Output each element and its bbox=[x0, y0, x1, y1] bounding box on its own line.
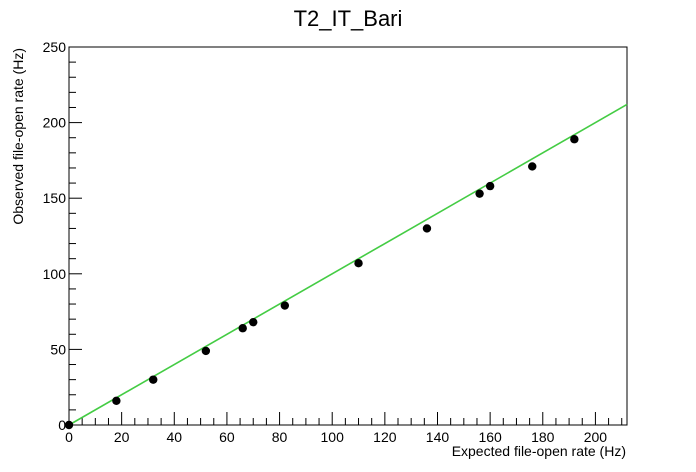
data-point bbox=[475, 189, 484, 198]
x-tick-label: 180 bbox=[531, 429, 555, 445]
x-tick-label: 60 bbox=[219, 429, 235, 445]
x-tick-label: 200 bbox=[584, 429, 608, 445]
data-point bbox=[201, 346, 211, 356]
data-point bbox=[280, 301, 290, 310]
y-tick-label: 250 bbox=[43, 39, 67, 55]
points-layer bbox=[64, 135, 579, 430]
y-tick-label: 100 bbox=[43, 266, 67, 282]
x-tick-label: 160 bbox=[478, 429, 502, 445]
data-point bbox=[238, 324, 247, 333]
x-tick-label: 120 bbox=[373, 429, 397, 445]
data-point bbox=[354, 259, 363, 268]
data-point bbox=[249, 317, 258, 327]
y-axis: 0 50 100 150 200 250 bbox=[43, 39, 82, 433]
data-point bbox=[570, 135, 579, 144]
x-tick-label: 100 bbox=[321, 429, 345, 445]
y-tick-label: 150 bbox=[43, 190, 67, 206]
x-tick-label: 0 bbox=[65, 429, 73, 445]
data-point bbox=[149, 375, 158, 384]
fit-line-layer bbox=[68, 103, 628, 426]
fit-line bbox=[68, 103, 628, 426]
x-tick-label: 140 bbox=[426, 429, 450, 445]
y-tick-label: 0 bbox=[58, 417, 66, 433]
plot-frame bbox=[68, 46, 628, 426]
x-axis-label: Expected file-open rate (Hz) bbox=[452, 443, 626, 459]
x-axis: 0 20 40 60 80 100 120 140 160 180 200 bbox=[65, 412, 623, 445]
data-point bbox=[528, 162, 537, 171]
y-axis-label: Observed file-open rate (Hz) bbox=[10, 48, 26, 225]
x-tick-label: 20 bbox=[114, 429, 130, 445]
x-tick-label: 80 bbox=[272, 429, 288, 445]
y-tick-label: 50 bbox=[50, 341, 66, 357]
y-tick-label: 200 bbox=[43, 115, 67, 131]
data-point bbox=[112, 396, 121, 406]
x-tick-label: 40 bbox=[166, 429, 182, 445]
data-point bbox=[422, 224, 432, 233]
data-point bbox=[485, 181, 495, 191]
data-point bbox=[64, 420, 74, 430]
chart-title: T2_IT_Bari bbox=[294, 6, 403, 31]
